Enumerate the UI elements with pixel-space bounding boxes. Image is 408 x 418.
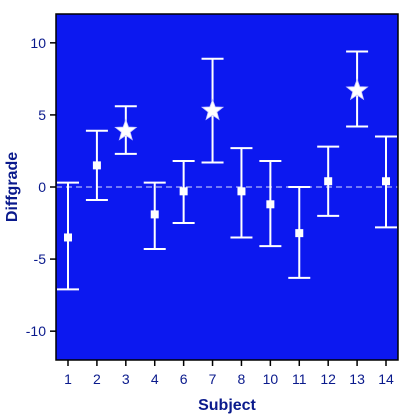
mean-marker-square xyxy=(150,210,159,219)
mean-marker-square xyxy=(324,177,333,186)
mean-marker-square xyxy=(382,177,390,186)
mean-marker-star xyxy=(114,118,138,141)
data-marks xyxy=(57,50,397,291)
y-tick-label: 0 xyxy=(38,179,46,195)
x-tick-label: 11 xyxy=(292,371,307,387)
x-axis-title: Subject xyxy=(198,397,256,414)
y-tick-label: -10 xyxy=(26,323,46,339)
mean-marker-square xyxy=(295,229,304,238)
error-bar-group-subject-13 xyxy=(345,50,369,128)
error-bar-group-subject-7 xyxy=(200,57,225,164)
x-tick-label: 2 xyxy=(93,371,101,387)
x-tick-label: 10 xyxy=(263,371,279,387)
y-axis: 10 5 0 -5 -10 xyxy=(26,35,56,339)
error-bar-group-subject-3 xyxy=(114,105,138,155)
error-bar-group-subject-8 xyxy=(230,147,253,239)
mean-marker-star xyxy=(345,78,369,101)
plot-frame xyxy=(55,13,399,361)
error-bar-group-subject-12 xyxy=(317,145,340,217)
x-tick-label: 8 xyxy=(238,371,246,387)
y-tick-label: 5 xyxy=(38,107,46,123)
mean-marker-square xyxy=(179,187,188,196)
x-tick-label: 6 xyxy=(180,371,188,387)
error-bar-group-subject-14 xyxy=(375,135,397,229)
mean-marker-square xyxy=(92,161,101,170)
mean-marker-square xyxy=(266,200,275,209)
y-tick-label: 10 xyxy=(30,35,46,51)
mean-marker-star xyxy=(200,98,225,121)
x-tick-label: 12 xyxy=(320,371,336,387)
x-tick-label: 4 xyxy=(151,371,159,387)
x-tick-label: 3 xyxy=(122,371,130,387)
error-bar-group-subject-11 xyxy=(288,186,311,279)
mean-marker-square xyxy=(64,233,72,242)
error-bar-group-subject-4 xyxy=(143,181,166,250)
error-bar-group-subject-6 xyxy=(172,160,195,225)
x-axis: 1 2 3 4 6 7 8 10 11 12 13 14 xyxy=(64,360,394,387)
error-bar-group-subject-2 xyxy=(85,129,108,201)
x-tick-label: 14 xyxy=(378,371,394,387)
y-tick-label: -5 xyxy=(34,251,47,267)
x-tick-label: 7 xyxy=(209,371,217,387)
y-axis-title: Diffgrade xyxy=(4,152,21,222)
x-tick-label: 13 xyxy=(349,371,365,387)
error-bar-group-subject-1 xyxy=(57,181,79,291)
mean-marker-square xyxy=(237,187,246,196)
x-tick-label: 1 xyxy=(64,371,72,387)
error-bar-group-subject-10 xyxy=(259,160,282,248)
